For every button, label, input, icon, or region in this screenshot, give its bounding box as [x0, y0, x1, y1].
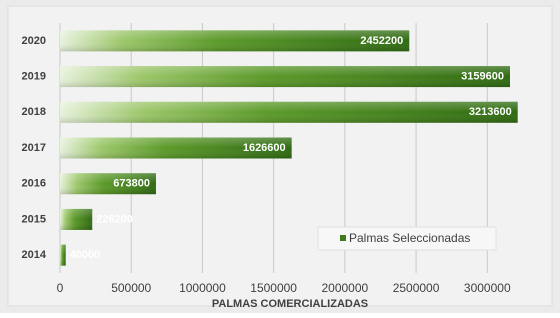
- data-label: 3159600: [461, 70, 504, 82]
- data-label: 3213600: [469, 106, 512, 118]
- y-tick-label: 2015: [22, 213, 46, 225]
- x-tick-label: 2500000: [393, 281, 440, 295]
- y-tick-label: 2017: [22, 142, 46, 154]
- bar-shine: [60, 30, 409, 51]
- x-tick-label: 1000000: [179, 281, 226, 295]
- y-tick-label: 2019: [22, 70, 46, 82]
- legend-label: Palmas Seleccionadas: [349, 231, 470, 245]
- y-tick-label: 2020: [22, 35, 46, 47]
- x-tick-label: 0: [57, 281, 64, 295]
- bar-shine: [60, 245, 66, 266]
- bar-shine: [60, 66, 510, 87]
- data-label: 226200: [96, 213, 133, 225]
- page: {"chart_data": {"type": "bar", "orientat…: [0, 0, 560, 318]
- y-tick-label: 2016: [22, 178, 46, 190]
- data-label: 673800: [113, 178, 150, 190]
- data-label: 2452200: [360, 35, 403, 47]
- y-tick-label: 2014: [22, 249, 47, 261]
- x-tick-label: 2000000: [321, 281, 368, 295]
- x-tick-label: 3000000: [464, 281, 511, 295]
- data-label: 1626600: [243, 142, 286, 154]
- bar-shine: [60, 209, 92, 230]
- bar-shine: [60, 102, 518, 123]
- chart: 0 500000 1000000 1500000 2000000 2500000 30000…: [0, 0, 560, 313]
- legend-swatch: [340, 235, 346, 241]
- x-tick-label: 1500000: [250, 281, 297, 295]
- x-axis-title: PALMAS COMERCIALIZADAS: [212, 298, 368, 310]
- data-label: 40000: [70, 249, 101, 261]
- x-tick-label: 500000: [111, 281, 151, 295]
- y-tick-label: 2018: [22, 106, 46, 118]
